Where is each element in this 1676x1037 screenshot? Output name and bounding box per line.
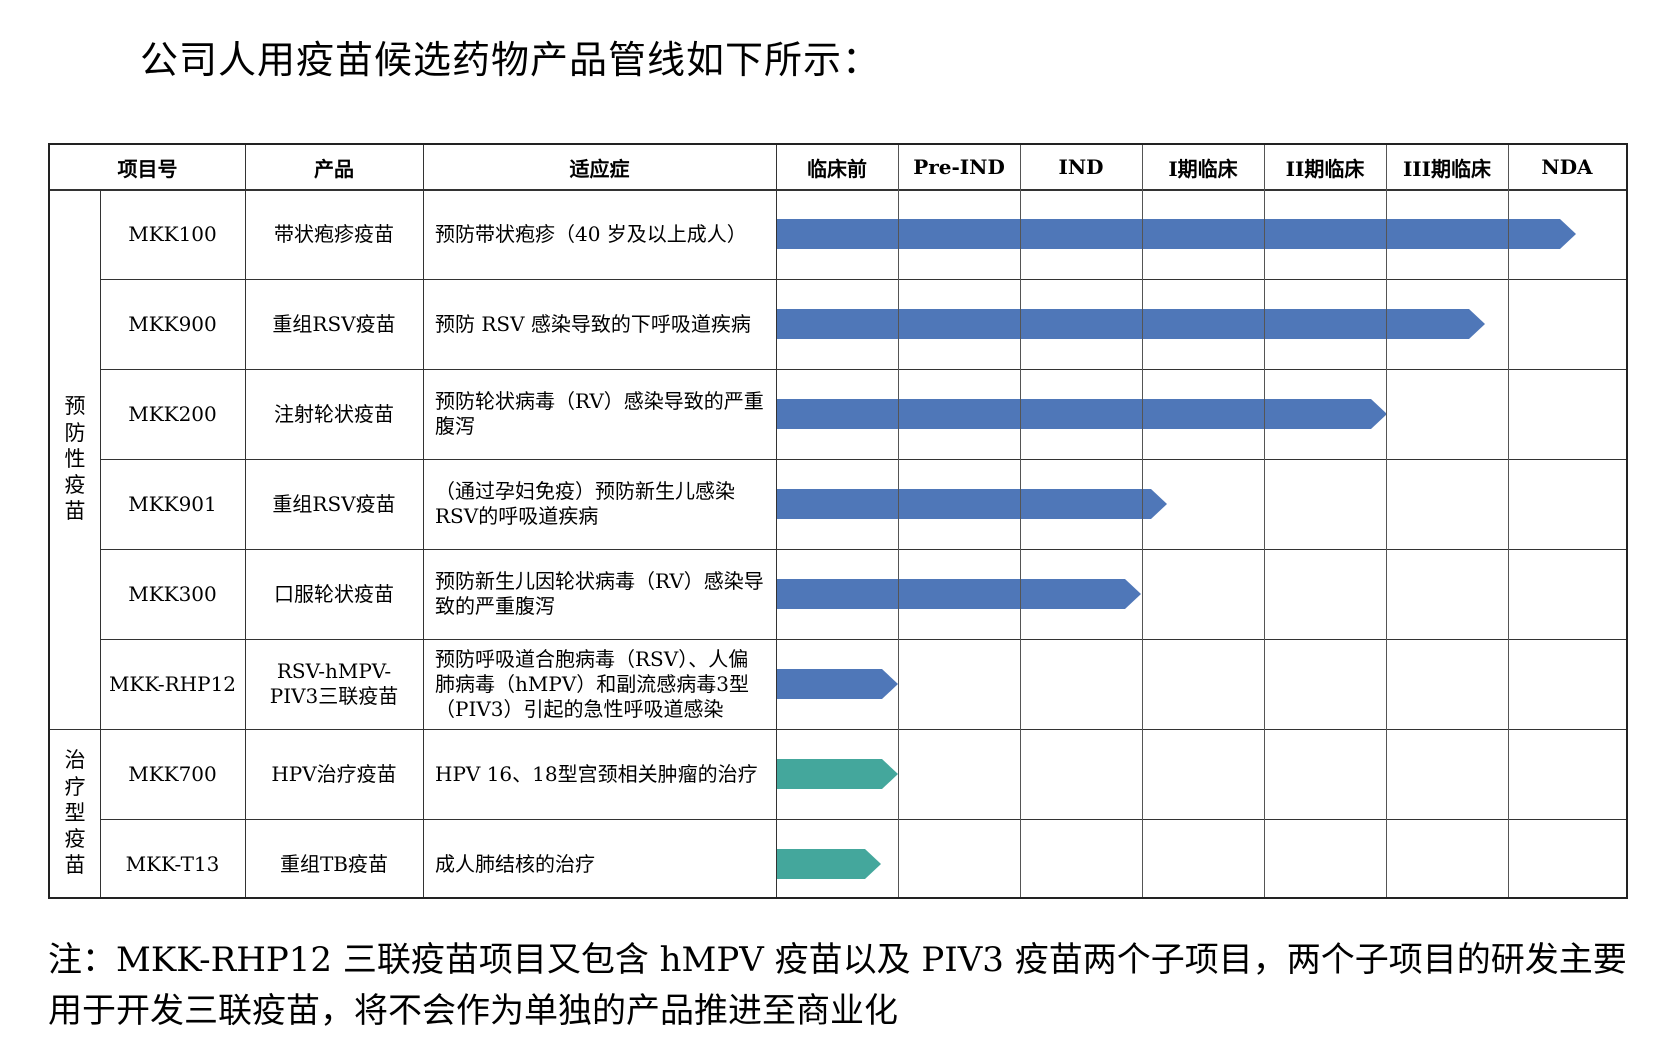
cell-indication: 成人肺结核的治疗 [435, 851, 595, 876]
row-divider [50, 729, 1626, 730]
cell-project: MKK200 [128, 401, 217, 426]
cell-indication: （通过孕妇免疫）预防新生儿感染RSV的呼吸道疾病 [435, 479, 735, 528]
cell-indication: 预防新生儿因轮状病毒（RV）感染导致的严重腹泻 [435, 569, 764, 618]
row-divider [100, 369, 1626, 370]
cell-product: 带状疱疹疫苗 [274, 221, 394, 246]
cell-project: MKK700 [128, 761, 217, 786]
progress-bar [777, 309, 1485, 339]
cell-indication: 预防呼吸道合胞病毒（RSV）、人偏肺病毒（hMPV）和副流感病毒3型（PIV3）… [435, 646, 749, 721]
header-stage-ind: IND [1058, 155, 1104, 179]
cell-product: RSV-hMPV-PIV3三联疫苗 [269, 659, 399, 708]
stage-divider [1264, 145, 1265, 897]
progress-bar [777, 849, 881, 879]
header-stage-nda: NDA [1541, 155, 1593, 179]
cell-project: MKK901 [128, 491, 217, 516]
cell-product: HPV治疗疫苗 [271, 761, 397, 786]
progress-bar [777, 669, 898, 699]
column-divider [423, 145, 424, 897]
progress-bar [777, 399, 1387, 429]
progress-bar [777, 579, 1141, 609]
cell-project: MKK100 [128, 221, 217, 246]
column-divider [776, 145, 777, 897]
header-stage-phase3: III期临床 [1402, 156, 1492, 181]
row-divider [100, 639, 1626, 640]
header-stage-preclinical: 临床前 [807, 156, 867, 181]
footnote: 注：MKK-RHP12 三联疫苗项目又包含 hMPV 疫苗以及 PIV3 疫苗两… [48, 940, 1627, 1031]
row-divider [100, 279, 1626, 280]
row-divider [100, 459, 1626, 460]
pipeline-table: 项目号 产品 适应症 临床前 Pre-IND IND I期临床 II期临床 II… [48, 143, 1628, 899]
cell-project: MKK-RHP12 [108, 671, 237, 696]
cell-project: MKK-T13 [125, 851, 220, 876]
header-stage-pre-ind: Pre-IND [913, 155, 1005, 179]
cell-indication: 预防轮状病毒（RV）感染导致的严重腹泻 [435, 389, 764, 438]
column-divider [245, 145, 246, 897]
progress-bar [777, 219, 1577, 249]
category-therapeutic: 治 疗 型 疫 苗 [64, 748, 86, 878]
page-heading: 公司人用疫苗候选药物产品管线如下所示： [140, 38, 882, 82]
cell-product: 重组TB疫苗 [279, 851, 389, 876]
header-product: 产品 [314, 156, 354, 181]
header-divider [50, 189, 1626, 191]
cell-project: MKK900 [128, 311, 217, 336]
stage-divider [1386, 145, 1387, 897]
progress-bar [777, 759, 898, 789]
cell-product: 注射轮状疫苗 [274, 401, 394, 426]
cell-indication: HPV 16、18型宫颈相关肿瘤的治疗 [435, 761, 758, 786]
row-divider [100, 549, 1626, 550]
category-divider [100, 189, 101, 897]
header-project: 项目号 [117, 156, 178, 181]
header-stage-phase2: II期临床 [1285, 156, 1365, 181]
cell-project: MKK300 [128, 581, 217, 606]
cell-product: 重组RSV疫苗 [272, 311, 396, 336]
header-indication: 适应症 [569, 156, 630, 181]
row-divider [100, 819, 1626, 820]
stage-divider [1142, 145, 1143, 897]
header-stage-phase1: I期临床 [1168, 156, 1238, 181]
cell-indication: 预防 RSV 感染导致的下呼吸道疾病 [435, 311, 751, 336]
cell-product: 口服轮状疫苗 [274, 581, 394, 606]
cell-product: 重组RSV疫苗 [272, 491, 396, 516]
stage-divider [898, 145, 899, 897]
stage-divider [1508, 145, 1509, 897]
category-preventive: 预 防 性 疫 苗 [64, 394, 86, 524]
stage-divider [1020, 145, 1021, 897]
progress-bar [777, 489, 1168, 519]
cell-indication: 预防带状疱疹（40 岁及以上成人） [435, 221, 747, 246]
